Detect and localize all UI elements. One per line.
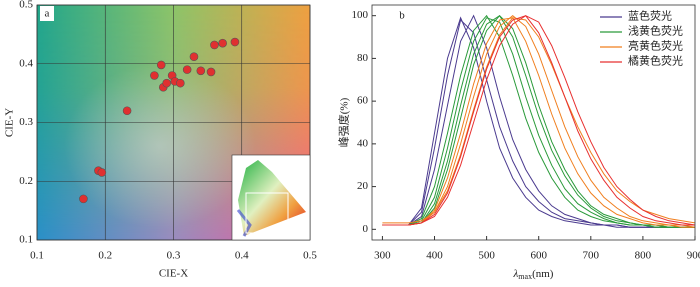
scatter-point <box>79 194 88 204</box>
scatter-point <box>97 168 107 177</box>
y-axis-label: CIE-Y <box>4 108 16 137</box>
y-tick-label: 0.3 <box>19 116 33 128</box>
y-axis-label: 峰强度(%) <box>337 97 351 147</box>
y-tick-label: 20 <box>357 180 369 192</box>
y-tick-label: 80 <box>357 52 369 64</box>
y-tick-label: 40 <box>357 137 369 149</box>
plot-frame <box>36 4 311 241</box>
legend-label: 浅黄色荧光 <box>628 24 683 38</box>
scatter-point <box>196 66 206 76</box>
legend-label: 亮黄色荧光 <box>628 39 683 53</box>
x-axis-label-part: (nm) <box>532 268 554 280</box>
plot-frame <box>371 4 696 241</box>
x-tick-label: 500 <box>478 250 495 262</box>
scatter-point <box>189 52 199 62</box>
x-tick-label: 0.5 <box>303 250 317 262</box>
panel-label: a <box>45 8 50 20</box>
scatter-point <box>182 65 192 74</box>
legend-label: 橘黄色荧光 <box>628 54 683 68</box>
x-tick-label: 0.2 <box>98 250 112 262</box>
y-tick-label: 0.5 <box>19 0 33 11</box>
x-tick-label: 0.3 <box>167 250 181 262</box>
y-tick-label: 100 <box>352 9 369 21</box>
scatter-point <box>162 78 171 88</box>
scatter-point <box>210 40 219 50</box>
x-axis-label: CIE-X <box>159 268 188 280</box>
legend-label: 蓝色荧光 <box>628 9 672 23</box>
scatter-point <box>150 71 159 80</box>
panel-label: b <box>399 10 405 22</box>
y-tick-label: 0.2 <box>19 175 33 187</box>
scatter-point <box>230 37 240 47</box>
x-axis-label-part: max <box>518 272 532 281</box>
x-tick-label: 600 <box>530 250 547 262</box>
y-tick-label: 0.1 <box>19 234 33 246</box>
spectrum-line <box>382 15 696 226</box>
spectrum-line <box>382 14 695 228</box>
x-tick-label: 400 <box>426 250 443 262</box>
x-tick-label: 0.4 <box>235 250 249 262</box>
spectrum-line <box>382 15 695 226</box>
x-axis-label: λmax(nm) <box>513 268 554 281</box>
panel-b: 300 400 500 600 700 800 900 0 20 40 60 80 100 蓝色荧光浅黄色… <box>337 4 700 281</box>
panel-a: 0.1 0.2 0.3 0.4 0.5 0.1 0.2 0.3 0.4 0.5 a CIE-X CIE-… <box>4 0 318 280</box>
scatter-point <box>176 78 185 88</box>
scatter-point <box>218 38 227 48</box>
x-tick-label: 800 <box>635 250 652 262</box>
scatter-point <box>156 60 166 70</box>
x-tick-label: 700 <box>583 250 600 262</box>
spectrum-line <box>382 14 695 228</box>
x-axis-label-part: λ <box>513 268 519 280</box>
inset-chromaticity <box>231 154 311 241</box>
x-tick-label: 0.1 <box>30 250 44 262</box>
y-tick-label: 0 <box>363 223 369 235</box>
y-tick-label: 60 <box>357 95 369 107</box>
spectrum-line <box>382 17 695 228</box>
x-tick-label: 300 <box>374 250 391 262</box>
x-tick-label: 900 <box>687 250 700 262</box>
panel-label-box <box>40 6 54 21</box>
y-tick-label: 0.4 <box>19 57 33 69</box>
scatter-point <box>206 67 216 77</box>
scatter-point <box>122 106 132 116</box>
